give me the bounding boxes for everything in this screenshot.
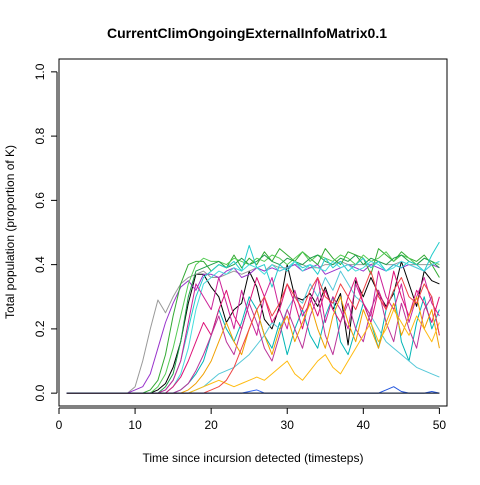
series-line-7 <box>66 241 440 394</box>
axes-layer: 0 10 20 30 40 50 0.0 0.2 0.4 0.6 0.8 1.0 <box>33 63 446 432</box>
x-tick-label: 10 <box>128 418 142 432</box>
x-tick-label: 20 <box>204 418 218 432</box>
x-tick-label: 40 <box>357 418 371 432</box>
series-line-1 <box>66 260 440 394</box>
x-tick-label: 0 <box>56 418 63 432</box>
y-tick-label: 0.4 <box>33 256 47 273</box>
series-line-3 <box>66 264 440 394</box>
y-tick-label: 0.6 <box>33 192 47 209</box>
x-tick-label: 50 <box>433 418 447 432</box>
series-line-2 <box>66 260 440 394</box>
x-axis-label: Time since incursion detected (timesteps… <box>143 451 364 465</box>
y-tick-label: 1.0 <box>33 63 47 80</box>
y-tick-label: 0.8 <box>33 127 47 144</box>
series-line-17 <box>66 386 440 394</box>
series-line-8 <box>66 260 440 394</box>
x-tick-label: 30 <box>281 418 295 432</box>
plot-frame <box>58 58 448 407</box>
y-tick-label: 0.2 <box>33 320 47 337</box>
series-layer <box>66 241 440 394</box>
y-tick-label: 0.0 <box>33 384 47 401</box>
y-axis-label: Total population (proportion of K) <box>3 145 17 319</box>
chart-title: CurrentClimOngoingExternalInfoMatrix0.1 <box>107 25 387 41</box>
